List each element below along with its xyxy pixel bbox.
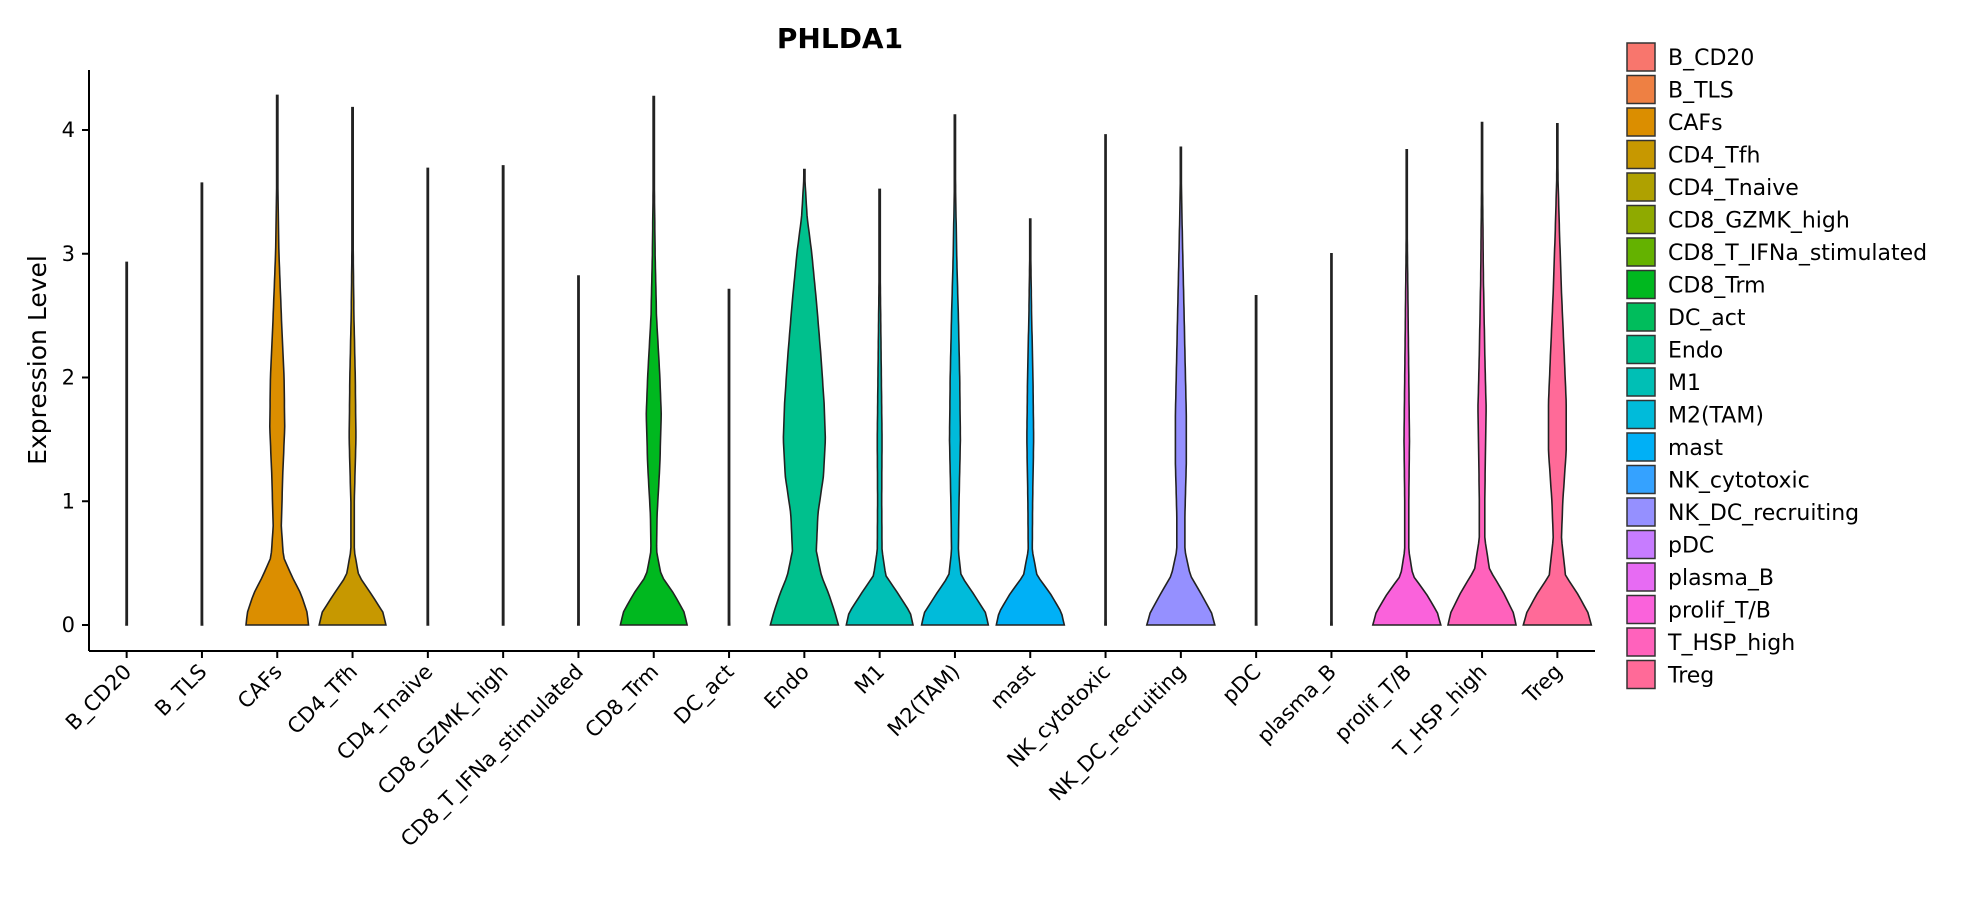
legend-swatch (1626, 399, 1656, 430)
violin-T_HSP_high (1447, 121, 1517, 626)
x-tick-label: mast (986, 660, 1040, 714)
violin-B_CD20 (125, 261, 129, 626)
violin-CAFs (245, 94, 310, 626)
y-tick-label: 0 (62, 613, 75, 637)
legend-swatch (1626, 367, 1656, 397)
legend-label: CD4_Tnaive (1668, 176, 1799, 201)
y-tick-label: 4 (62, 118, 75, 142)
violin-M1 (845, 188, 914, 626)
violin-B_TLS (200, 182, 204, 626)
violin-pDC (1254, 295, 1258, 626)
violin-Treg (1522, 123, 1593, 626)
x-tick-label: pDC (1217, 660, 1265, 708)
violin-CD4_Tnaive (426, 167, 430, 626)
legend-swatch (1626, 139, 1656, 170)
legend-label: CD4_Tfh (1668, 144, 1760, 169)
legend-swatch (1626, 107, 1656, 137)
legend-label: DC_act (1668, 306, 1746, 331)
legend-label: CAFs (1668, 111, 1723, 136)
violin-prolif_T/B (1371, 149, 1442, 626)
x-tick-label: CD8_Trm (580, 660, 664, 744)
y-tick-label: 3 (62, 242, 75, 266)
violin-CD8_GZMK_high (501, 165, 505, 626)
legend-label: NK_DC_recruiting (1668, 501, 1859, 526)
legend-label: M2(TAM) (1668, 404, 1764, 429)
legend-label: B_TLS (1668, 79, 1734, 104)
legend-label: Treg (1667, 664, 1714, 689)
legend-swatch (1626, 334, 1656, 365)
x-tick-label: M1 (850, 660, 889, 699)
x-tick-label: Treg (1518, 660, 1567, 709)
legend-swatch (1626, 237, 1656, 267)
legend-swatch (1626, 42, 1656, 72)
x-tick-label: CD4_Tfh (283, 660, 363, 740)
legend-swatch (1626, 627, 1656, 657)
x-tick-label: CD8_GZMK_high (373, 660, 513, 800)
chart-title: PHLDA1 (777, 22, 903, 55)
x-tick-label: NK_DC_recruiting (1044, 660, 1191, 807)
legend-label: plasma_B (1668, 566, 1774, 591)
legend-label: NK_cytotoxic (1668, 469, 1810, 494)
violin-CD8_T_IFNa_stimulated (576, 275, 580, 626)
legend-swatch (1626, 562, 1656, 592)
legend-swatch (1626, 204, 1656, 235)
legend: B_CD20 B_TLS CAFs CD4_Tfh CD4_Tnaive CD8_GZMK… (1626, 42, 1927, 690)
x-tick-label: M2(TAM) (883, 660, 965, 742)
legend-swatch (1626, 302, 1656, 332)
legend-label: B_CD20 (1668, 46, 1754, 71)
x-tick-label: B_CD20 (61, 660, 137, 736)
x-tick-label: Endo (760, 660, 814, 714)
violin-M2(TAM) (920, 114, 990, 626)
legend-swatch (1626, 659, 1656, 690)
legend-label: Endo (1668, 339, 1723, 364)
x-tick-label: B_TLS (150, 660, 212, 722)
legend-swatch (1626, 432, 1656, 462)
legend-swatch (1626, 74, 1656, 105)
legend-swatch (1626, 269, 1656, 300)
legend-swatch (1626, 172, 1656, 202)
violin-Endo (769, 168, 840, 626)
x-tick-label: plasma_B (1252, 660, 1341, 749)
legend-swatch (1626, 594, 1656, 625)
violin-mast (995, 218, 1066, 626)
legend-label: prolif_T/B (1668, 599, 1771, 624)
violin-CD4_Tfh (318, 106, 387, 626)
y-axis-label: Expression Level (23, 255, 52, 465)
legend-swatch (1626, 529, 1656, 560)
legend-label: CD8_T_IFNa_stimulated (1668, 241, 1927, 266)
x-tick-label: DC_act (669, 660, 739, 730)
legend-swatch (1626, 464, 1656, 495)
x-tick-label: CAFs (233, 660, 287, 714)
violin-NK_DC_recruiting (1145, 146, 1216, 626)
y-tick-label: 1 (62, 489, 75, 513)
legend-label: M1 (1668, 371, 1701, 396)
violin-DC_act (727, 288, 731, 626)
legend-label: T_HSP_high (1667, 631, 1795, 656)
legend-label: CD8_Trm (1668, 274, 1766, 299)
violin-CD8_Trm (619, 95, 689, 626)
legend-label: mast (1668, 436, 1723, 461)
violin-NK_cytotoxic (1104, 134, 1108, 626)
y-tick-label: 2 (62, 366, 75, 390)
legend-swatch (1626, 497, 1656, 527)
legend-label: pDC (1668, 534, 1714, 559)
legend-label: CD8_GZMK_high (1668, 209, 1850, 234)
violin-plasma_B (1329, 253, 1333, 626)
